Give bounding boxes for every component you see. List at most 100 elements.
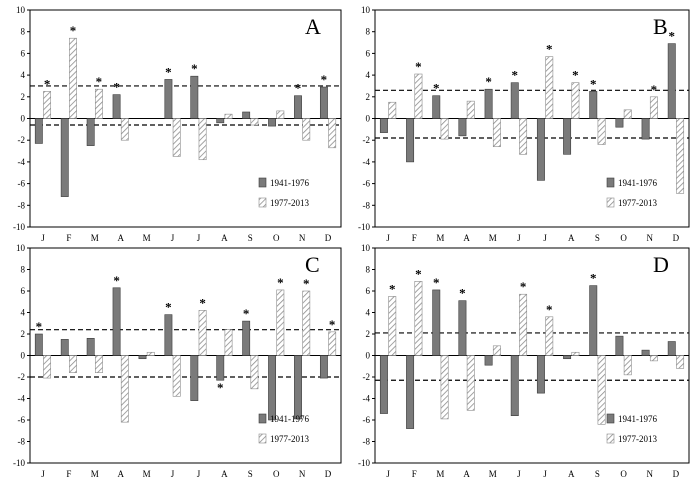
significance-star: *: [520, 279, 527, 294]
bar-series-1941-1976: [294, 355, 302, 420]
significance-star: *: [329, 317, 336, 332]
bar-series-1977-2013: [328, 331, 337, 356]
x-tick-label: J: [197, 233, 201, 243]
bar-series-1977-2013: [69, 37, 77, 119]
bar-series-1941-1976: [60, 118, 69, 197]
x-tick-label: O: [273, 469, 280, 479]
bar-series-1941-1976: [112, 94, 121, 119]
x-tick-label: M: [91, 233, 99, 243]
y-tick-label: 8: [21, 265, 26, 275]
y-tick-label: -4: [18, 157, 26, 167]
bar-series-1977-2013: [440, 118, 449, 140]
x-tick-label: O: [273, 233, 280, 243]
bar-series-1977-2013: [120, 355, 129, 423]
y-tick-label: 10: [361, 243, 371, 253]
bar-series-1941-1976: [242, 320, 251, 356]
significance-star: *: [113, 80, 120, 95]
bar-series-1977-2013: [276, 289, 285, 356]
x-tick-label: J: [41, 469, 45, 479]
y-tick-label: 4: [21, 308, 26, 318]
bar-series-1941-1976: [536, 355, 545, 394]
bar-series-1941-1976: [563, 355, 572, 360]
bar-series-1941-1976: [484, 88, 493, 119]
bar-series-1941-1976: [406, 355, 415, 429]
bar-series-1941-1976: [164, 79, 173, 119]
x-tick-label: M: [489, 233, 497, 243]
bar-series-1941-1976: [641, 349, 650, 356]
bar-series-1977-2013: [276, 110, 285, 119]
significance-star: *: [165, 64, 172, 79]
significance-star: *: [303, 276, 310, 291]
legend: 1941-1976 1977-2013: [258, 177, 309, 208]
bar-series-1977-2013: [414, 73, 423, 119]
bar-series-1977-2013: [69, 355, 77, 374]
x-tick-label: A: [463, 469, 470, 479]
x-tick-label: A: [117, 233, 124, 243]
y-tick-label: -10: [13, 458, 25, 468]
x-tick-label: N: [299, 469, 306, 479]
bar-series-1941-1976: [432, 95, 441, 119]
significance-star: *: [295, 81, 302, 96]
x-tick-label: N: [647, 233, 654, 243]
y-tick-label: -8: [363, 437, 371, 447]
bar-series-1977-2013: [388, 101, 397, 119]
significance-star: *: [669, 29, 676, 44]
y-tick-label: -4: [363, 394, 371, 404]
significance-star: *: [96, 74, 103, 89]
bar-series-1941-1976: [190, 355, 199, 401]
x-tick-label: J: [171, 469, 175, 479]
chart-panel-d: -10 -8 -6 -4 -2 0 2 4 6 8 10 J F M A M J J A S O N D * * * * * * * D 19…: [358, 243, 690, 479]
legend-label-1941-1976: 1941-1976: [270, 414, 309, 424]
x-tick-label: O: [620, 233, 627, 243]
significance-star: *: [415, 266, 422, 281]
bar-series-1977-2013: [492, 118, 501, 148]
y-tick-label: -8: [18, 200, 26, 210]
legend-swatch-1977-2013: [606, 433, 615, 444]
x-tick-label: D: [325, 469, 332, 479]
significance-star: *: [165, 300, 172, 315]
bar-series-1941-1976: [458, 118, 467, 137]
significance-star: *: [590, 271, 597, 286]
significance-star: *: [651, 82, 658, 97]
x-tick-label: N: [299, 233, 306, 243]
bar-series-1977-2013: [94, 88, 103, 119]
legend: 1941-1976 1977-2013: [258, 413, 309, 444]
significance-star: *: [217, 380, 224, 395]
bar-series-1977-2013: [649, 355, 658, 362]
significance-star: *: [590, 76, 597, 91]
x-tick-label: A: [117, 469, 124, 479]
x-tick-label: J: [197, 469, 201, 479]
x-tick-label: F: [66, 233, 71, 243]
y-tick-label: 6: [366, 286, 371, 296]
bar-series-1977-2013: [571, 351, 580, 356]
bar-series-1977-2013: [466, 355, 475, 411]
bar-series-1941-1976: [242, 111, 251, 119]
significance-star: *: [70, 23, 77, 38]
x-tick-label: A: [221, 469, 228, 479]
y-tick-label: -8: [18, 437, 26, 447]
y-tick-label: 4: [366, 70, 371, 80]
x-tick-label: J: [543, 469, 547, 479]
bar-series-1977-2013: [43, 355, 52, 379]
x-tick-label: D: [673, 233, 680, 243]
legend-swatch-1977-2013: [258, 197, 267, 208]
bar-series-1977-2013: [649, 96, 658, 119]
bar-series-1941-1976: [268, 118, 277, 127]
y-tick-label: 0: [366, 351, 371, 361]
y-tick-label: -8: [363, 200, 371, 210]
x-tick-label: J: [41, 233, 45, 243]
x-tick-label: J: [386, 469, 390, 479]
x-tick-label: F: [412, 233, 417, 243]
chart-panel-a: -10 -8 -6 -4 -2 0 2 4 6 8 10 J F M A M J J A S O N D * * * * * * * * A 1…: [13, 5, 342, 243]
legend-swatch-1941-1976: [606, 177, 615, 188]
bar-series-1941-1976: [294, 95, 302, 119]
legend-label-1977-2013: 1977-2013: [618, 198, 657, 208]
y-tick-label: 2: [366, 92, 371, 102]
significance-star: *: [389, 281, 396, 296]
x-tick-label: N: [647, 469, 654, 479]
bar-series-1977-2013: [597, 355, 606, 425]
legend-swatch-1977-2013: [606, 197, 615, 208]
bar-series-1977-2013: [146, 351, 155, 356]
